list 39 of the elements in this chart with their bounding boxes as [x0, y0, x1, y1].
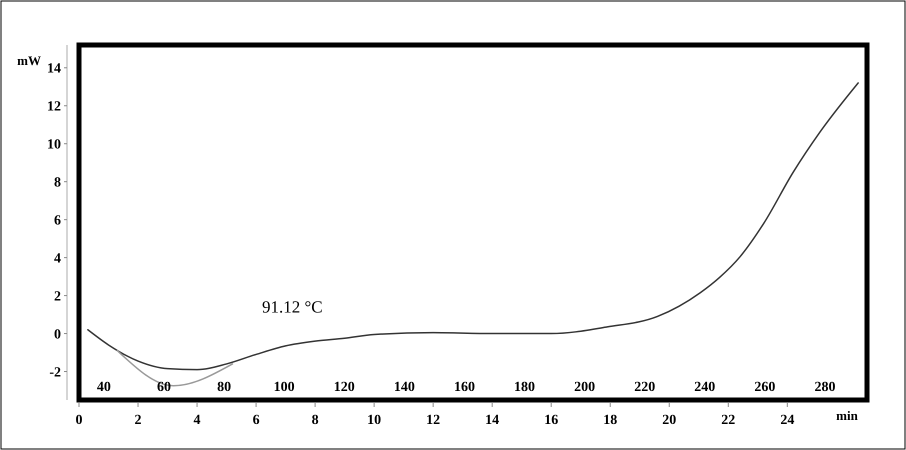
x-tick-label: 12: [426, 413, 440, 428]
y-tick-label: 14: [47, 62, 61, 77]
y-tick-label: 10: [47, 138, 61, 153]
x2-tick-label: 140: [394, 380, 415, 395]
y-tick-label: 8: [54, 176, 61, 191]
y-tick-label: 0: [54, 327, 61, 342]
y-tick-label: 12: [47, 100, 61, 115]
x-tick-label: 24: [780, 413, 794, 428]
y-tick-label: 4: [54, 252, 61, 267]
x-tick-label: 0: [76, 413, 82, 428]
x-tick-label: 8: [312, 413, 319, 428]
x-tick-label: 14: [485, 413, 500, 428]
x2-tick-label: 160: [454, 380, 475, 395]
y-tick-label: -2: [49, 365, 61, 380]
annotation: 91.12 °C: [262, 298, 323, 317]
x-tick-label: 6: [252, 413, 260, 428]
y-tick-label: 2: [54, 289, 61, 304]
x-tick-label: 20: [662, 413, 676, 428]
x2-tick-label: 60: [157, 380, 172, 395]
y-tick-label: 6: [54, 214, 61, 229]
x2-tick-label: 200: [574, 380, 596, 395]
x2-tick-label: 220: [634, 380, 656, 395]
line-series: [87, 82, 859, 370]
x-tick-label: 4: [194, 413, 201, 428]
x-axis-title: min: [836, 408, 859, 423]
x-tick-label: 2: [134, 413, 142, 428]
x2-tick-label: 180: [514, 380, 536, 395]
x2-tick-label: 120: [334, 380, 355, 395]
x2-tick-label: 80: [217, 380, 232, 395]
x2-tick-label: 100: [274, 380, 295, 395]
x2-tick-label: 260: [754, 380, 776, 395]
x-tick-label: 10: [367, 413, 382, 428]
x2-tick-label: 40: [96, 380, 111, 395]
x2-tick-label: 280: [814, 380, 836, 395]
x-tick-label: 22: [721, 413, 736, 428]
y-axis-title: mW: [17, 53, 41, 68]
x2-tick-label: 240: [694, 380, 716, 395]
x-tick-label: 18: [603, 413, 618, 428]
x-tick-label: 16: [544, 413, 558, 428]
